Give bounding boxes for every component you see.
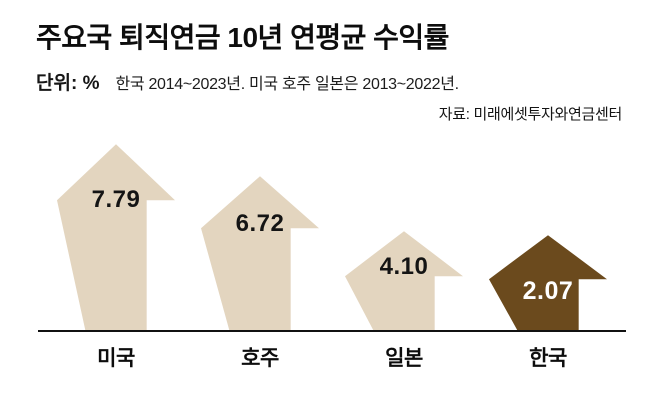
bar-group-australia: 6.72	[188, 176, 332, 331]
value-label-korea: 2.07	[522, 277, 574, 306]
source-credit: 자료: 미래에셋투자와연금센터	[438, 106, 623, 124]
period-note: 한국 2014~2023년. 미국 호주 일본은 2013~2022년.	[115, 76, 459, 94]
value-label-usa: 7.79	[91, 186, 141, 214]
arrow-bar-japan: 4.10	[345, 231, 463, 331]
arrow-bar-usa: 7.79	[57, 144, 175, 331]
category-label-usa: 미국	[97, 347, 135, 371]
category-label-australia: 호주	[241, 347, 279, 371]
value-label-australia: 6.72	[235, 210, 285, 238]
value-label-japan: 4.10	[379, 253, 429, 281]
bar-group-japan: 4.10	[332, 231, 476, 331]
arrow-bar-korea: 2.07	[489, 235, 607, 331]
bar-group-korea: 2.07	[476, 235, 620, 331]
category-label-japan: 일본	[385, 347, 423, 371]
page-title: 주요국 퇴직연금 10년 연평균 수익률	[36, 22, 449, 53]
baseline-axis	[38, 330, 626, 333]
category-labels: 미국 호주 일본 한국	[36, 342, 628, 372]
unit-label: 단위: %	[36, 73, 100, 95]
category-label-korea: 한국	[529, 347, 567, 371]
meta-row: 단위: % 한국 2014~2023년. 미국 호주 일본은 2013~2022…	[36, 68, 628, 95]
chart-area: 7.79 6.72 4.10 2.07	[36, 138, 628, 331]
bar-group-usa: 7.79	[44, 144, 188, 331]
arrow-bar-australia: 6.72	[201, 176, 319, 331]
